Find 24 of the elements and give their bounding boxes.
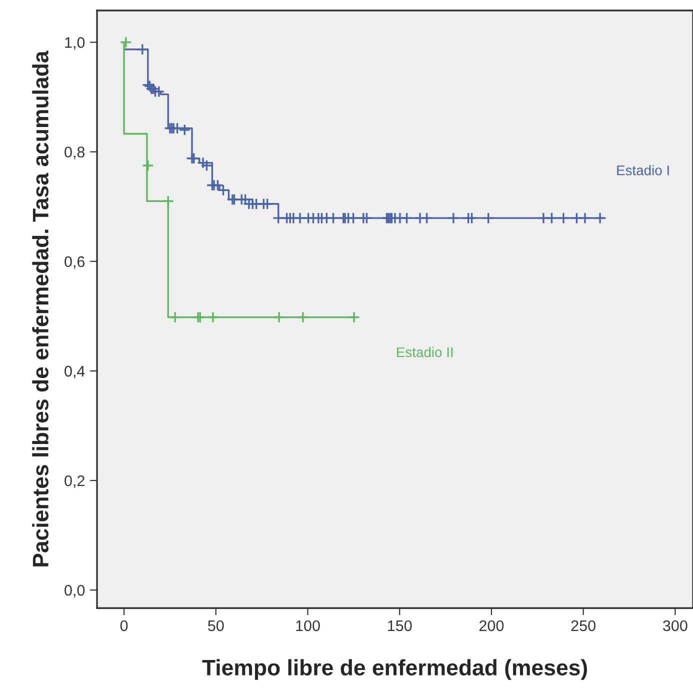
y-tick-label: 0,8	[64, 146, 85, 160]
y-tick-label: 0,2	[64, 475, 84, 488]
x-tick-label: 300	[663, 620, 688, 632]
y-axis-title: Pacientes libres de enfermedad. Tasa acumulada	[32, 50, 48, 566]
x-tick-label: 200	[479, 620, 504, 632]
x-tick-label: 0	[120, 620, 128, 632]
y-tick-label: 1,0	[65, 37, 85, 50]
x-tick-label: 50	[208, 620, 224, 632]
x-axis-title: Tiempo libre de enfermedad (meses)	[202, 659, 587, 680]
y-tick-label: 0,6	[64, 256, 85, 269]
x-tick-label: 250	[571, 620, 596, 632]
point	[348, 311, 360, 324]
x-tick-label: 150	[388, 620, 412, 632]
text: Estadio I	[617, 165, 669, 176]
point	[273, 311, 286, 324]
point	[169, 311, 182, 324]
x-tick-label: 100	[296, 620, 320, 632]
y-tick-label: 0,0	[64, 584, 85, 598]
point	[296, 311, 309, 324]
y-tick-label: 0,4	[64, 366, 85, 378]
point	[162, 195, 174, 208]
point	[142, 160, 154, 172]
point	[206, 311, 219, 324]
text: Estadio II	[397, 346, 453, 358]
